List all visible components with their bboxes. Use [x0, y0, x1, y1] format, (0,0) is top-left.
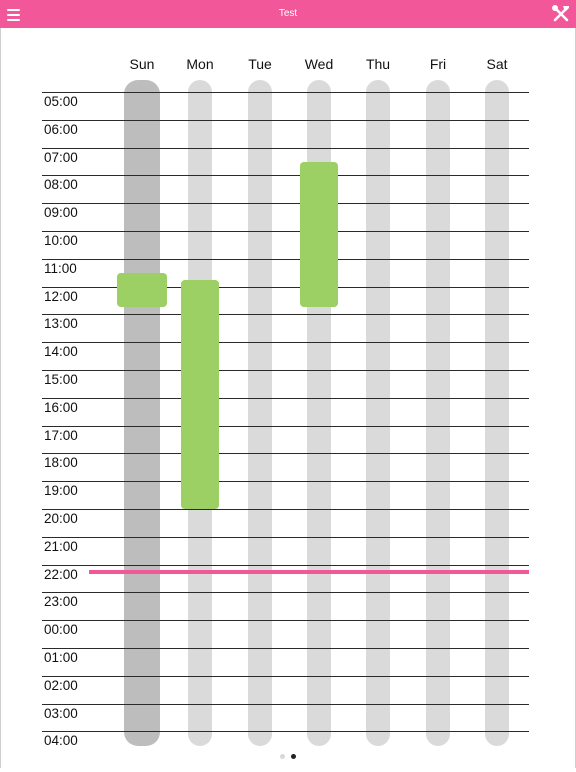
hour-label: 12:00 — [44, 289, 78, 304]
day-label-wed: Wed — [304, 56, 334, 72]
page-dot[interactable] — [291, 754, 296, 759]
day-column-tue[interactable] — [248, 80, 272, 746]
hour-line — [42, 676, 529, 677]
day-label-tue: Tue — [248, 56, 272, 72]
day-label-mon: Mon — [186, 56, 214, 72]
hour-label: 01:00 — [44, 650, 78, 665]
hour-label: 04:00 — [44, 733, 78, 748]
hour-label: 03:00 — [44, 706, 78, 721]
hour-line — [42, 426, 529, 427]
hour-label: 07:00 — [44, 150, 78, 165]
page-indicator — [0, 754, 576, 760]
day-column-fri[interactable] — [426, 80, 450, 746]
hour-label: 10:00 — [44, 233, 78, 248]
hour-label: 23:00 — [44, 594, 78, 609]
hour-label: 17:00 — [44, 428, 78, 443]
hour-label: 13:00 — [44, 316, 78, 331]
hour-line — [42, 92, 529, 93]
hour-line — [42, 148, 529, 149]
hour-label: 19:00 — [44, 483, 78, 498]
hour-line — [42, 537, 529, 538]
day-column-sun[interactable] — [124, 80, 160, 746]
hour-line — [42, 287, 529, 288]
hour-label: 09:00 — [44, 205, 78, 220]
day-label-fri: Fri — [429, 56, 447, 72]
hour-label: 05:00 — [44, 94, 78, 109]
event-block-wed[interactable] — [300, 161, 338, 308]
hour-line — [42, 731, 529, 732]
day-label-thu: Thu — [365, 56, 391, 72]
tools-icon[interactable] — [550, 3, 572, 25]
hour-line — [42, 370, 529, 371]
hour-line — [42, 592, 529, 593]
hour-label: 00:00 — [44, 622, 78, 637]
frame-border-left — [0, 28, 1, 768]
hour-line — [42, 648, 529, 649]
hour-label: 18:00 — [44, 455, 78, 470]
day-label-sun: Sun — [129, 56, 155, 72]
event-block-mon[interactable] — [181, 279, 219, 509]
hour-line — [42, 203, 529, 204]
hour-line — [42, 620, 529, 621]
top-bar: Test — [0, 0, 576, 28]
hour-line — [42, 259, 529, 260]
event-block-sun[interactable] — [117, 272, 167, 308]
current-time-indicator — [89, 569, 529, 574]
hour-line — [42, 342, 529, 343]
day-column-thu[interactable] — [366, 80, 390, 746]
hour-line — [42, 453, 529, 454]
day-label-sat: Sat — [486, 56, 508, 72]
page-dot[interactable] — [280, 754, 285, 759]
hour-line — [42, 231, 529, 232]
hour-label: 22:00 — [44, 567, 78, 582]
hour-line — [42, 481, 529, 482]
hamburger-menu-icon[interactable] — [4, 4, 24, 24]
hour-label: 20:00 — [44, 511, 78, 526]
hour-label: 06:00 — [44, 122, 78, 137]
hour-label: 14:00 — [44, 344, 78, 359]
hour-label: 21:00 — [44, 539, 78, 554]
hour-line — [42, 398, 529, 399]
hour-line — [42, 175, 529, 176]
hour-label: 02:00 — [44, 678, 78, 693]
page-title: Test — [278, 8, 298, 19]
hour-label: 16:00 — [44, 400, 78, 415]
hour-label: 11:00 — [44, 261, 77, 276]
hour-line — [42, 704, 529, 705]
hour-label: 15:00 — [44, 372, 78, 387]
hour-line — [42, 314, 529, 315]
hour-line — [42, 509, 529, 510]
hour-label: 08:00 — [44, 177, 78, 192]
hour-line — [42, 565, 529, 566]
hour-line — [42, 120, 529, 121]
day-column-sat[interactable] — [485, 80, 509, 746]
